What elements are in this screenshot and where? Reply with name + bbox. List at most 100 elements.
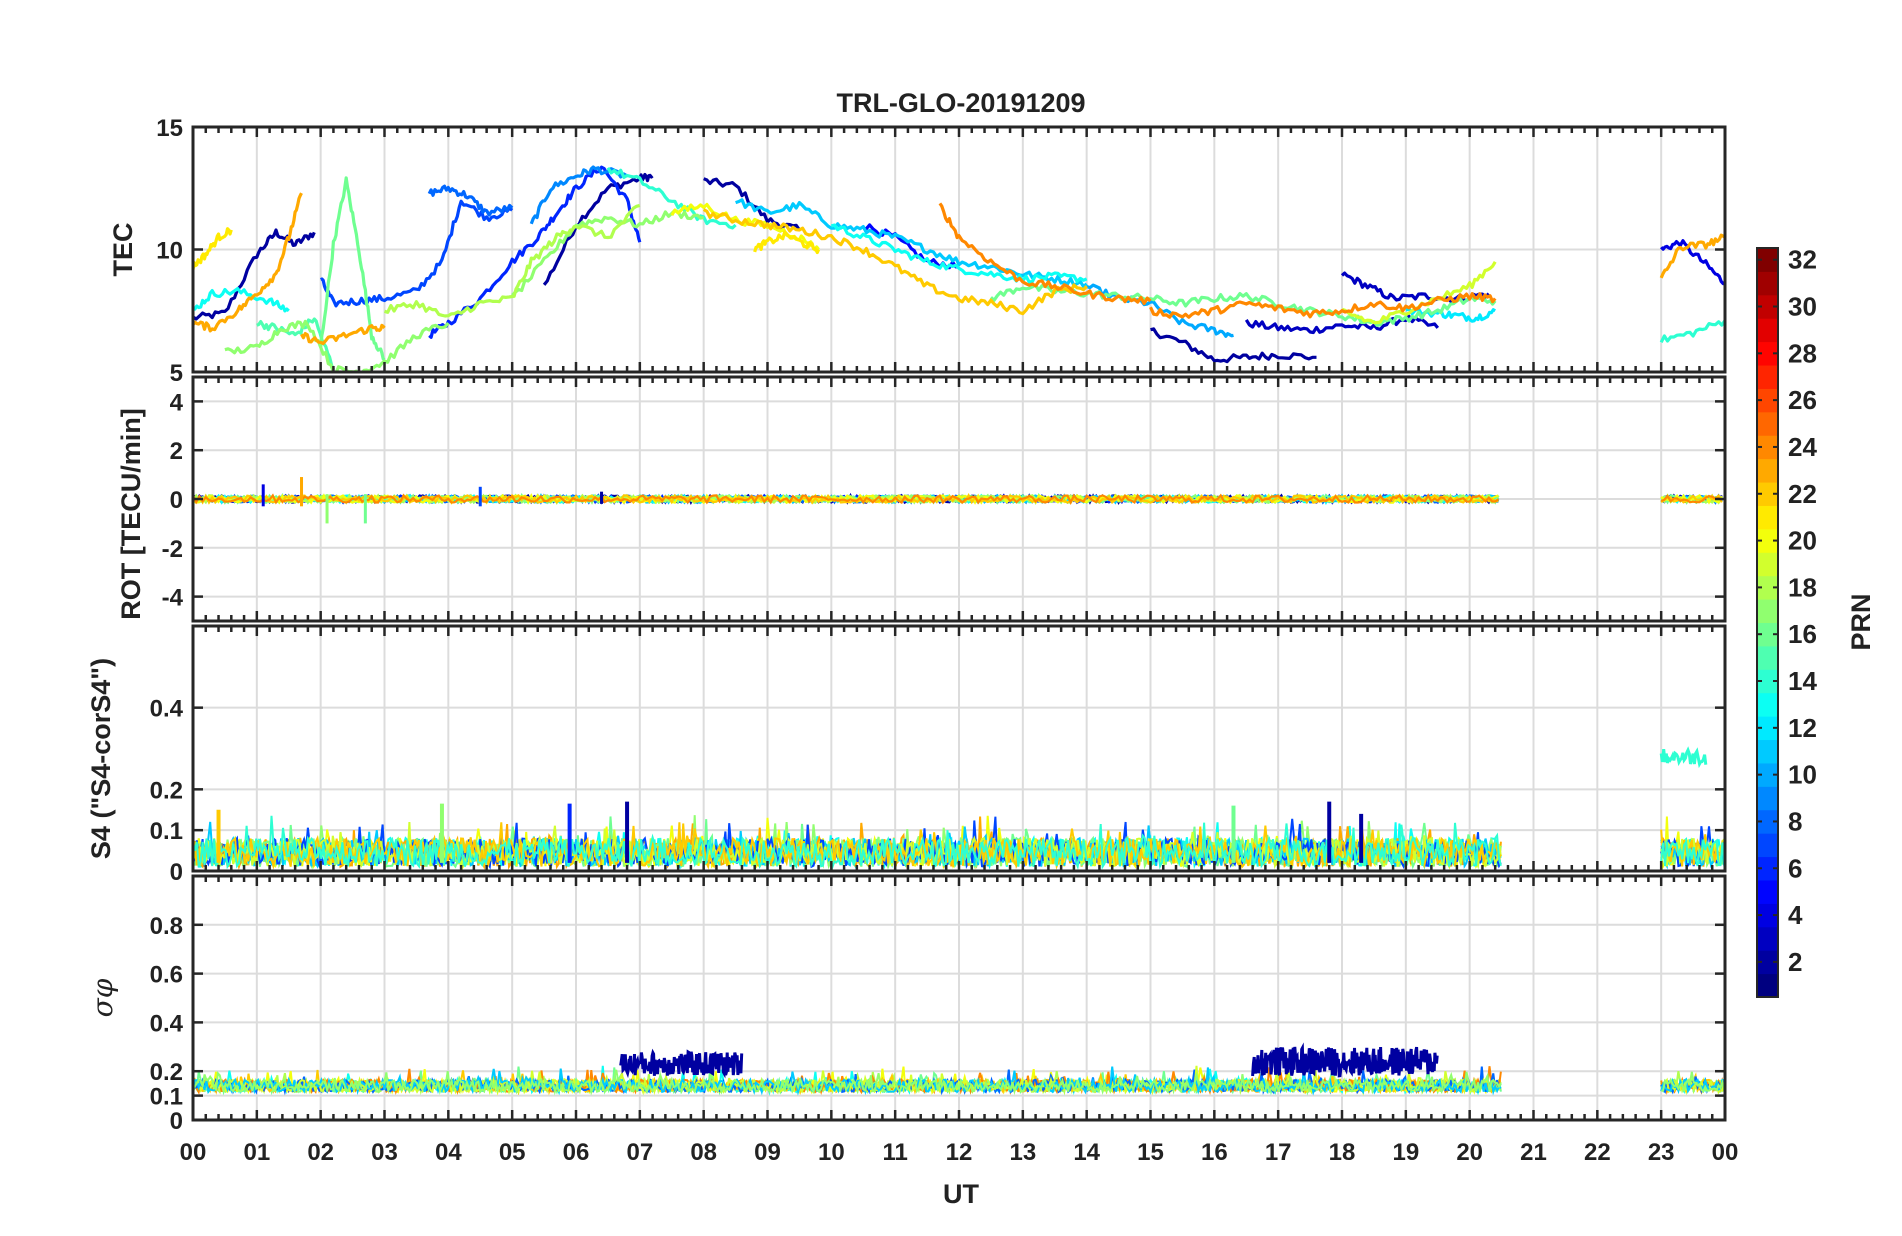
colorbar-swatch — [1757, 294, 1778, 319]
y-tick-label: -2 — [162, 536, 183, 563]
x-tick-label: 10 — [818, 1139, 845, 1166]
x-tick-label: 07 — [626, 1139, 653, 1166]
colorbar-swatch — [1757, 271, 1778, 296]
tec-line-prn-10 — [1086, 283, 1234, 338]
x-tick-label: 11 — [882, 1139, 907, 1166]
colorbar-tick-label: 20 — [1788, 526, 1817, 556]
s4-line-prn-14 — [193, 815, 1502, 871]
panel-sigma_phi: 00.10.2 0.4 0.6 0.8 σφ — [86, 874, 1727, 1135]
colorbar-swatch — [1757, 833, 1778, 858]
x-tick-label: 05 — [499, 1139, 526, 1166]
colorbar-swatch — [1757, 599, 1778, 623]
sigma-line-prn-17 — [193, 1068, 1502, 1096]
tec-line-prn-14 — [1659, 319, 1725, 344]
colorbar-tick-label: 6 — [1788, 853, 1802, 883]
x-tick-label: 18 — [1329, 1139, 1356, 1166]
colorbar-swatch — [1757, 809, 1778, 834]
colorbar-swatch — [1757, 739, 1778, 764]
colorbar-swatch — [1757, 575, 1778, 600]
colorbar-tick-label: 4 — [1788, 900, 1803, 930]
colorbar-border — [1756, 247, 1779, 998]
tec-line-prn-13 — [193, 287, 290, 313]
colorbar-swatch — [1757, 411, 1778, 436]
tec-line-prn-7 — [319, 199, 514, 308]
panel-data — [193, 165, 1725, 372]
colorbar-swatch — [1757, 505, 1778, 530]
x-tick-label: 14 — [1073, 1139, 1100, 1166]
y-tick-label: -4 — [162, 585, 184, 612]
colorbar-swatch — [1757, 482, 1778, 506]
colorbar-swatch — [1757, 365, 1778, 389]
tec-line-prn-8 — [427, 184, 514, 217]
x-tick-label: 20 — [1456, 1139, 1483, 1166]
colorbar-tick-label: 22 — [1788, 479, 1817, 509]
colorbar-tick-label: 16 — [1788, 619, 1817, 649]
y-tick-label: 0.2 — [150, 777, 183, 804]
y-tick-label: 4 — [170, 389, 184, 416]
colorbar-swatch — [1757, 248, 1778, 272]
colorbar-swatch — [1757, 692, 1778, 717]
tec-line-prn-4 — [1660, 239, 1725, 286]
sigma-patch-prn-2 — [1251, 1042, 1439, 1078]
colorbar-swatch — [1757, 856, 1778, 881]
tec-line-prn-23 — [1659, 233, 1725, 279]
tec-line-prn-2 — [1150, 327, 1317, 364]
rot-line-prn-24 — [193, 493, 1500, 505]
colorbar-swatch — [1757, 552, 1778, 577]
y-axis-label: ROT [TECU/min] — [116, 408, 146, 619]
x-tick-label: 17 — [1265, 1139, 1292, 1166]
tec-line-prn-18 — [384, 203, 641, 318]
y-tick-label: 2 — [170, 438, 183, 465]
colorbar-tick-label: 8 — [1788, 806, 1802, 836]
y-tick-label: 0 — [170, 859, 183, 886]
x-tick-label: 09 — [754, 1139, 781, 1166]
colorbar-tick-label: 32 — [1788, 245, 1817, 275]
colorbar-tick-label: 18 — [1788, 572, 1817, 602]
y-tick-label: 0.6 — [150, 962, 183, 989]
y-tick-label: 0.1 — [150, 818, 183, 845]
colorbar-swatch — [1757, 388, 1778, 413]
x-axis-ticks: 00 01 02 03 04 05 06 07 08 09 10 11 12 13 14 15 16 17 18 19… — [180, 1139, 1739, 1166]
tec-line-prn-24 — [1149, 292, 1497, 319]
s4-line-prn-14 — [1660, 838, 1725, 867]
colorbar-tick-label: 30 — [1788, 292, 1817, 322]
y-tick-label: 0.1 — [150, 1084, 183, 1111]
colorbar-label: PRN — [1846, 593, 1876, 650]
colorbar-swatch — [1757, 645, 1778, 670]
tec-line-prn-21 — [193, 227, 233, 270]
sigma-line-prn-17 — [1661, 1071, 1725, 1094]
x-tick-label: 23 — [1648, 1139, 1675, 1166]
x-tick-label: 21 — [1520, 1139, 1547, 1166]
colorbar-swatch — [1757, 716, 1778, 741]
colorbar-tick-label: 12 — [1788, 713, 1817, 743]
y-axis-label: S4 ("S4-corS4") — [86, 658, 116, 859]
colorbar-swatch — [1757, 318, 1778, 343]
rot-line-prn-22 — [1660, 493, 1723, 504]
y-axis-label: σφ — [86, 978, 119, 1017]
x-tick-label: 01 — [243, 1139, 270, 1166]
panel-s4: 0 0.1 0.2 0.4 S4 ("S4-corS4") — [86, 624, 1727, 886]
y-tick-label: 0 — [170, 487, 183, 514]
y-tick-label: 0.8 — [150, 913, 183, 940]
colorbar-tick-label: 10 — [1788, 760, 1817, 790]
tec-line-prn-6 — [428, 165, 642, 339]
y-tick-label: 0.2 — [150, 1059, 183, 1086]
colorbar-tick-label: 24 — [1788, 432, 1817, 462]
panel-data — [193, 1042, 1725, 1096]
colorbar-swatch — [1757, 973, 1778, 998]
x-tick-label: 13 — [1009, 1139, 1036, 1166]
tec-line-prn-22 — [702, 208, 1088, 316]
colorbar-swatch — [1757, 786, 1778, 811]
y-tick-label: 15 — [156, 115, 183, 142]
panel-rot: -4 -2 0 2 4 ROT [TECU/min] — [116, 375, 1727, 623]
tec-line-prn-2 — [193, 228, 316, 321]
x-tick-label: 16 — [1201, 1139, 1228, 1166]
colorbar-swatch — [1757, 341, 1778, 366]
colorbar-tick-label: 26 — [1788, 385, 1817, 415]
sigma-patch-prn-2 — [619, 1048, 744, 1079]
x-tick-label: 08 — [690, 1139, 717, 1166]
tec-line-prn-16 — [319, 176, 386, 362]
